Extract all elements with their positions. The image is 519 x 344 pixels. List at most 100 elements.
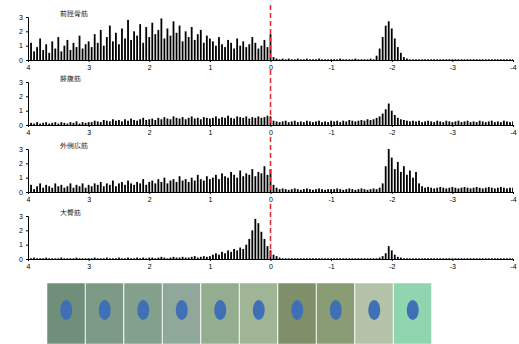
bar: [494, 188, 496, 192]
tick-label: 3: [87, 64, 91, 71]
bar: [242, 176, 244, 192]
bar: [227, 178, 229, 192]
bar: [303, 189, 305, 192]
bar: [179, 26, 181, 60]
bar: [439, 187, 441, 192]
bar: [112, 41, 114, 60]
bar: [394, 115, 396, 125]
tick: 0: [269, 60, 273, 71]
bar: [236, 178, 238, 192]
bar: [476, 187, 478, 192]
bar: [160, 18, 162, 60]
bar: [406, 258, 408, 259]
bar: [245, 47, 247, 60]
tick: 4: [27, 259, 31, 270]
bar: [370, 189, 372, 192]
bar: [294, 121, 296, 125]
tick-label: -2: [389, 263, 395, 270]
bar: [236, 116, 238, 125]
tick-mark: [452, 60, 453, 62]
bar: [479, 59, 481, 60]
tick: 2: [148, 192, 152, 203]
bar: [315, 189, 317, 192]
bar: [291, 59, 293, 60]
bar: [385, 26, 387, 60]
tick: 4: [27, 60, 31, 71]
bar: [506, 188, 508, 192]
bar: [48, 124, 50, 125]
bar: [488, 121, 490, 125]
bar: [130, 183, 132, 192]
bar: [51, 41, 53, 60]
tick-label: 0: [19, 189, 23, 196]
bar: [106, 121, 108, 125]
bar: [482, 188, 484, 192]
bar: [418, 59, 420, 60]
bar: [79, 124, 81, 125]
tick: 1: [19, 42, 28, 49]
bar: [455, 121, 457, 125]
bar: [391, 28, 393, 60]
bar: [330, 59, 332, 60]
bar: [503, 121, 505, 125]
tick-mark: [149, 192, 150, 194]
bar: [391, 250, 393, 259]
tick: 0: [19, 57, 28, 64]
bar: [324, 59, 326, 60]
bar: [439, 59, 441, 60]
bar: [118, 120, 120, 125]
tick: -1: [329, 259, 335, 270]
bar: [82, 183, 84, 192]
bar: [39, 124, 41, 125]
tick-label: -4: [510, 129, 516, 136]
bar: [130, 40, 132, 60]
bar: [479, 121, 481, 125]
tick-mark: [26, 125, 28, 126]
bar: [194, 181, 196, 192]
bar: [348, 188, 350, 192]
bar: [485, 188, 487, 192]
bar: [261, 118, 263, 125]
bar: [154, 258, 156, 259]
bar: [397, 118, 399, 125]
bar: [409, 121, 411, 125]
reference-line: [270, 137, 272, 192]
bar: [294, 59, 296, 60]
bar: [467, 59, 469, 60]
tick-mark: [149, 60, 150, 62]
panel: 43210-1-2-3-40123腓腹筋: [19, 70, 517, 136]
bar: [473, 258, 475, 259]
bar: [500, 122, 502, 125]
bar: [391, 158, 393, 192]
bar: [45, 185, 47, 192]
bar: [248, 119, 250, 125]
bar: [188, 118, 190, 125]
photo-figure: [60, 300, 72, 320]
tick: 3: [19, 146, 28, 153]
bar: [464, 121, 466, 125]
bar: [251, 169, 253, 192]
bar: [458, 258, 460, 259]
bar: [312, 190, 314, 192]
bar: [200, 30, 202, 60]
tick-mark: [271, 259, 272, 261]
bar: [506, 59, 508, 60]
bar: [500, 59, 502, 60]
bar: [85, 258, 87, 259]
tick-label: 3: [19, 213, 23, 220]
bar: [100, 258, 102, 259]
bar: [436, 59, 438, 60]
tick-label: -3: [450, 64, 456, 71]
tick-mark: [26, 60, 28, 61]
bar: [54, 258, 56, 259]
bar: [94, 258, 96, 259]
tick-mark: [26, 31, 28, 32]
bar: [412, 59, 414, 60]
bar: [164, 39, 166, 61]
bar: [273, 255, 275, 259]
bar: [230, 118, 232, 125]
bar: [70, 122, 72, 125]
bar: [145, 185, 147, 192]
bar: [370, 258, 372, 259]
bar: [324, 258, 326, 259]
